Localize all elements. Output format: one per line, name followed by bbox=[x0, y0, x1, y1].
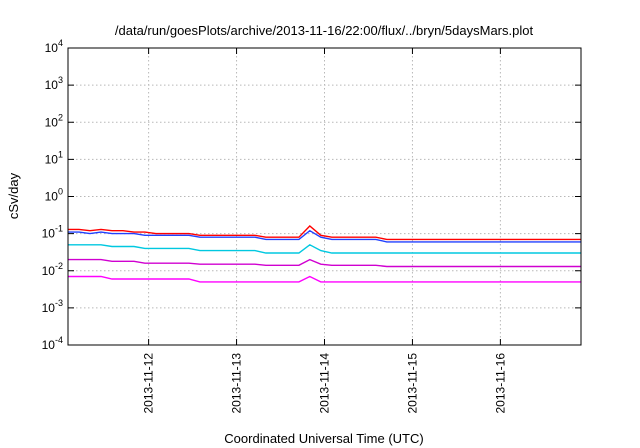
y-tick-label: 104 bbox=[45, 38, 63, 55]
grid bbox=[68, 48, 581, 345]
x-tick-label: 2013-11-16 bbox=[493, 353, 507, 414]
x-tick-label: 2013-11-13 bbox=[230, 353, 244, 414]
y-axis: 10-4 10-3 10-2 10-1 100 101 102 103 104 bbox=[42, 38, 581, 352]
x-tick-label: 2013-11-14 bbox=[318, 353, 332, 414]
series-line-2 bbox=[68, 229, 581, 243]
chart-title: /data/run/goesPlots/archive/2013-11-16/2… bbox=[115, 23, 534, 38]
series-line-5 bbox=[68, 275, 581, 283]
y-tick-label: 102 bbox=[45, 112, 63, 129]
series-line-4 bbox=[68, 258, 581, 268]
x-axis-label: Coordinated Universal Time (UTC) bbox=[224, 431, 423, 446]
x-axis: 2013-11-12 2013-11-13 2013-11-14 2013-11-15… bbox=[142, 48, 507, 414]
y-tick-label: 10-1 bbox=[42, 224, 63, 241]
y-tick-label: 100 bbox=[45, 187, 63, 204]
series-group bbox=[68, 225, 581, 283]
y-tick-label: 10-2 bbox=[42, 261, 63, 278]
y-tick-label: 101 bbox=[45, 149, 63, 166]
y-tick-label: 103 bbox=[45, 75, 63, 92]
y-axis-label: cSv/day bbox=[6, 172, 21, 219]
y-tick-label: 10-3 bbox=[42, 298, 63, 315]
series-line-3 bbox=[68, 243, 581, 254]
series-line-1 bbox=[68, 225, 581, 241]
x-tick-label: 2013-11-12 bbox=[142, 353, 156, 414]
x-tick-label: 2013-11-15 bbox=[405, 353, 419, 414]
y-tick-label: 10-4 bbox=[42, 335, 63, 352]
